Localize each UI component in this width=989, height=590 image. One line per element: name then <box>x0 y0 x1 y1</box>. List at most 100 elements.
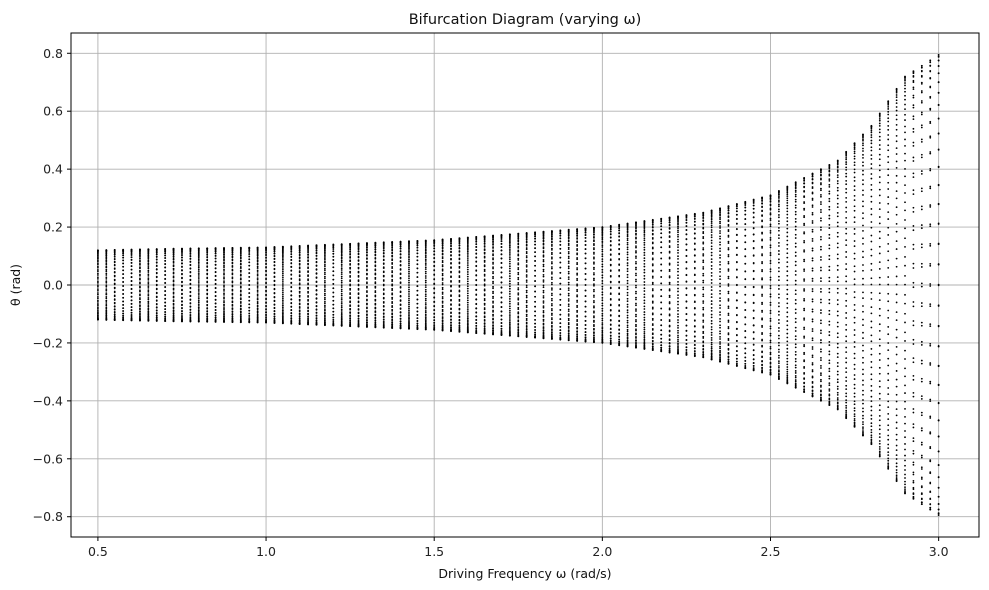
data-point <box>483 248 486 251</box>
data-point <box>719 332 721 335</box>
data-point <box>542 279 545 282</box>
data-point <box>391 251 394 254</box>
data-point <box>164 282 167 285</box>
data-point <box>197 249 200 251</box>
data-point <box>677 307 679 309</box>
data-point <box>710 275 713 277</box>
data-point <box>668 345 671 348</box>
data-point <box>567 260 570 263</box>
data-point <box>677 324 679 327</box>
data-point <box>626 224 629 226</box>
data-point <box>122 312 125 315</box>
data-point <box>534 305 536 308</box>
data-point <box>273 267 276 270</box>
data-point <box>618 225 621 228</box>
data-point <box>105 256 108 259</box>
data-point <box>130 265 133 268</box>
data-point <box>248 320 251 322</box>
data-point <box>483 278 486 281</box>
data-point <box>366 310 368 312</box>
data-point <box>424 275 427 277</box>
data-point <box>752 239 755 242</box>
data-point <box>105 277 108 280</box>
data-point <box>761 324 763 327</box>
data-point <box>668 283 671 285</box>
data-point <box>727 298 730 300</box>
data-point <box>181 307 183 309</box>
data-point <box>239 259 242 262</box>
data-point <box>727 275 730 278</box>
data-point <box>651 294 654 297</box>
data-point <box>542 265 545 268</box>
data-point <box>643 313 646 316</box>
data-point <box>97 276 99 279</box>
data-point <box>122 277 125 279</box>
data-point <box>366 273 368 276</box>
data-point <box>113 315 116 318</box>
data-point <box>265 298 267 301</box>
data-point <box>332 252 335 255</box>
data-point <box>693 307 696 309</box>
data-point <box>643 308 646 310</box>
data-point <box>576 237 579 239</box>
data-point <box>391 321 394 324</box>
data-point <box>735 284 738 287</box>
data-point <box>584 334 587 336</box>
data-point <box>710 254 713 257</box>
data-point <box>366 261 368 264</box>
data-point <box>206 258 209 261</box>
data-point <box>517 245 520 248</box>
data-point <box>290 273 293 276</box>
data-point <box>281 263 284 266</box>
data-point <box>677 319 679 321</box>
data-point <box>559 240 562 243</box>
data-point <box>281 268 284 271</box>
data-point <box>307 263 309 266</box>
data-point <box>223 262 225 265</box>
data-point <box>769 270 772 273</box>
data-point <box>508 305 511 308</box>
data-point <box>710 356 713 358</box>
data-point <box>332 287 335 290</box>
data-point <box>609 240 612 242</box>
data-point <box>239 274 242 277</box>
data-point <box>366 306 368 309</box>
data-point <box>643 239 646 242</box>
data-point <box>778 220 780 223</box>
data-point <box>551 251 553 254</box>
data-point <box>374 272 377 275</box>
data-point <box>542 254 545 257</box>
data-point <box>273 312 276 315</box>
data-point <box>668 227 671 229</box>
data-point <box>601 244 604 247</box>
data-point <box>744 286 747 288</box>
data-point <box>197 303 200 306</box>
data-point <box>710 210 713 213</box>
data-point <box>643 302 646 305</box>
data-point <box>677 235 679 238</box>
data-point <box>248 272 251 274</box>
data-point <box>340 277 343 280</box>
data-point <box>500 236 503 239</box>
data-point <box>727 240 730 243</box>
data-point <box>332 307 335 310</box>
data-point <box>525 334 528 337</box>
data-point <box>424 326 427 329</box>
data-point <box>197 288 200 291</box>
data-point <box>677 255 679 258</box>
data-point <box>155 287 158 290</box>
data-point <box>525 248 528 251</box>
data-point <box>660 307 663 310</box>
data-point <box>315 297 318 300</box>
data-point <box>122 281 125 283</box>
data-point <box>761 209 763 212</box>
data-point <box>702 261 705 264</box>
data-point <box>601 339 604 342</box>
data-point <box>685 219 688 221</box>
data-point <box>332 316 335 319</box>
data-point <box>567 262 570 265</box>
data-point <box>525 309 528 312</box>
data-point <box>752 227 755 229</box>
data-point <box>702 267 705 270</box>
data-point <box>702 237 705 240</box>
